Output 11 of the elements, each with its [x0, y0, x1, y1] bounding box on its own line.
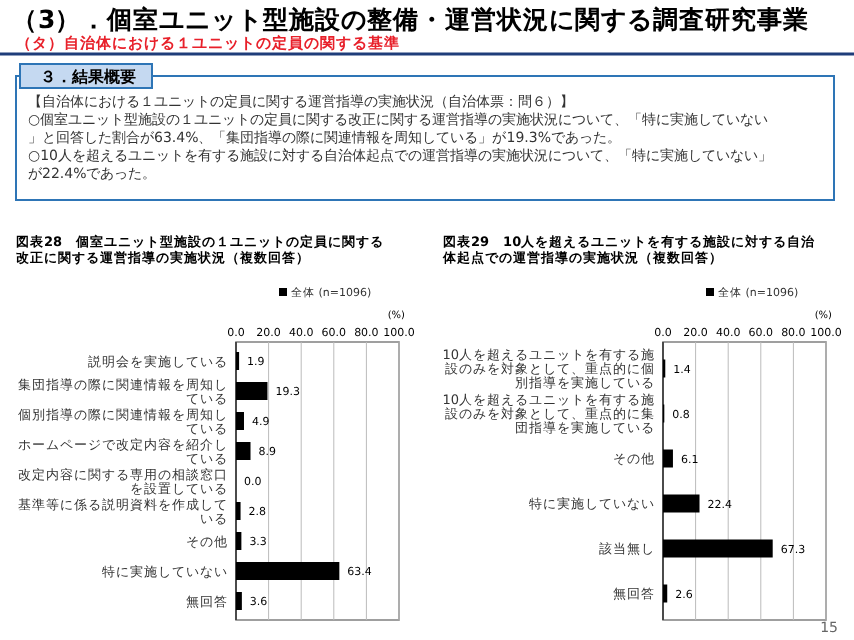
text: ３．結果概要	[40, 68, 136, 86]
bar	[236, 412, 244, 430]
bar	[663, 539, 773, 558]
bar	[236, 442, 251, 460]
bar	[236, 532, 242, 550]
bar	[236, 382, 268, 400]
bar	[236, 562, 340, 580]
bar	[663, 449, 673, 468]
bar	[236, 592, 242, 610]
text: （3）．個室ユニット型施設の整備・運営状況に関する調査研究事業	[12, 4, 810, 34]
bar	[663, 494, 700, 513]
